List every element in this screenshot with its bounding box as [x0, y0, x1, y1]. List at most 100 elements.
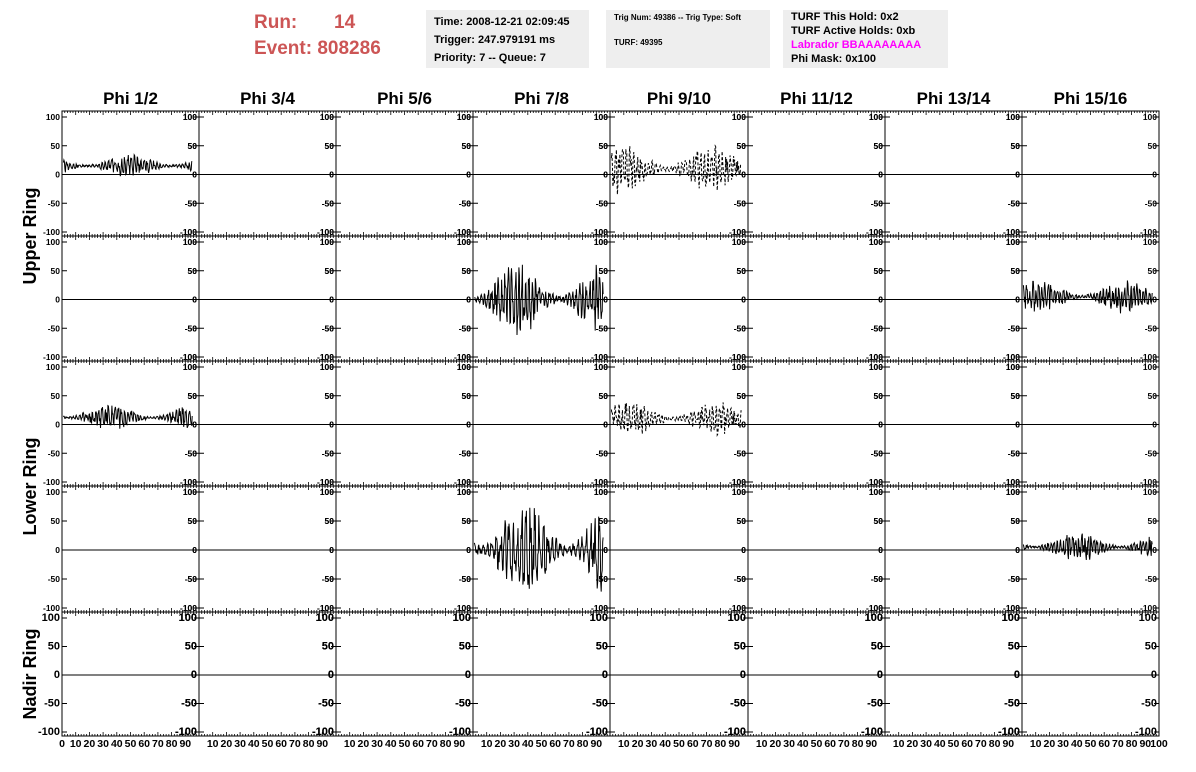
y-tick-label: -100 — [180, 477, 197, 487]
y-tick-label: 0 — [192, 295, 197, 305]
y-tick-label: 100 — [457, 362, 471, 372]
y-tick-label: 50 — [325, 391, 335, 401]
y-tick-label: 0 — [602, 669, 608, 681]
y-tick-label: -50 — [185, 448, 198, 458]
y-tick-label: 0 — [603, 170, 608, 180]
y-tick-label: -50 — [734, 323, 747, 333]
y-tick-label: -100 — [180, 477, 197, 487]
y-tick-label: 50 — [51, 391, 61, 401]
y-tick-label: -50 — [1004, 698, 1020, 710]
y-tick-label: -50 — [1145, 448, 1158, 458]
y-tick-label: 50 — [871, 641, 883, 653]
y-tick-label: 100 — [869, 237, 883, 247]
y-tick-label: 100 — [320, 237, 334, 247]
y-tick-label: 100 — [594, 237, 608, 247]
subplot-frame — [747, 235, 886, 362]
subplot-frame — [609, 611, 749, 737]
subplot-frame — [472, 110, 611, 237]
y-tick-label: -100 — [729, 603, 746, 613]
y-tick-label: -50 — [455, 698, 471, 710]
y-tick-label: 50 — [737, 266, 747, 276]
y-tick-label: 100 — [46, 487, 60, 497]
y-tick-label: 100 — [728, 612, 746, 624]
y-tick-label: 0 — [878, 295, 883, 305]
y-tick-label: 100 — [1143, 112, 1157, 122]
y-tick-label: 100 — [869, 362, 883, 372]
y-tick-label: 50 — [874, 141, 884, 151]
y-tick-label: -50 — [185, 574, 198, 584]
y-tick-label: 50 — [874, 391, 884, 401]
y-tick-label: 100 — [594, 112, 608, 122]
y-tick-label: -100 — [1003, 477, 1020, 487]
y-tick-label: 100 — [594, 487, 608, 497]
y-tick-label: 0 — [603, 545, 608, 555]
y-tick-label: 50 — [1011, 141, 1021, 151]
y-tick-label: -50 — [459, 448, 472, 458]
y-tick-label: 0 — [329, 420, 334, 430]
subplot-frame — [747, 360, 886, 487]
y-tick-label: -50 — [871, 198, 884, 208]
y-tick-label: 50 — [322, 641, 334, 653]
y-tick-label: -50 — [871, 198, 884, 208]
turf-active-holds-text: TURF Active Holds: 0xb — [791, 25, 916, 37]
subplot-frame — [472, 611, 611, 737]
y-tick-label: -50 — [322, 448, 335, 458]
turf-this-hold-text: TURF This Hold: 0x2 — [791, 11, 899, 23]
y-tick-label: 50 — [462, 141, 472, 151]
y-tick-label: -100 — [449, 726, 471, 738]
subplot-frame — [335, 110, 474, 237]
y-tick-label: -100 — [729, 227, 746, 237]
y-tick-label: 100 — [590, 612, 608, 624]
y-tick-label: 100 — [453, 612, 471, 624]
trigger-text: Trigger: 247.979191 ms — [434, 34, 556, 46]
y-tick-label: -50 — [459, 323, 472, 333]
y-tick-label: 100 — [320, 237, 334, 247]
y-tick-label: -50 — [592, 698, 608, 710]
y-tick-label: 0 — [191, 669, 197, 681]
y-tick-label: -100 — [1135, 726, 1157, 738]
y-tick-label: -100 — [175, 726, 197, 738]
y-tick-label: 0 — [602, 669, 608, 681]
y-tick-label: 100 — [1002, 612, 1020, 624]
y-tick-label: -50 — [185, 323, 198, 333]
y-tick-label: -100 — [454, 477, 471, 487]
y-tick-label: 0 — [1015, 295, 1020, 305]
y-tick-label: 50 — [874, 141, 884, 151]
y-tick-label: -50 — [871, 448, 884, 458]
y-tick-label: 0 — [466, 545, 471, 555]
y-tick-label: 100 — [732, 237, 746, 247]
y-tick-label: -50 — [459, 448, 472, 458]
y-tick-label: 50 — [462, 391, 472, 401]
y-tick-label: 50 — [599, 391, 609, 401]
y-tick-label: -50 — [185, 323, 198, 333]
y-tick-label: -50 — [734, 323, 747, 333]
y-tick-label: -100 — [586, 726, 608, 738]
y-tick-label: -50 — [871, 323, 884, 333]
y-tick-label: 100 — [1006, 487, 1020, 497]
y-tick-label: -50 — [185, 448, 198, 458]
y-tick-label: 50 — [737, 141, 747, 151]
y-tick-label: -50 — [871, 574, 884, 584]
y-tick-label: 50 — [1148, 266, 1158, 276]
y-tick-label: 50 — [599, 266, 609, 276]
y-tick-label: -50 — [734, 448, 747, 458]
y-tick-label: -50 — [1004, 698, 1020, 710]
x-tick-label: 30 — [97, 738, 109, 750]
ring-label: Nadir Ring — [20, 628, 40, 719]
subplot-frame — [1021, 611, 1160, 737]
ring-label: Lower Ring — [20, 438, 40, 536]
subplot-frame — [335, 611, 474, 737]
y-tick-label: 50 — [188, 266, 198, 276]
column-header: Phi 3/4 — [240, 89, 295, 108]
y-tick-label: 50 — [737, 516, 747, 526]
y-tick-label: 100 — [594, 362, 608, 372]
y-tick-label: 50 — [48, 641, 60, 653]
y-tick-label: 50 — [462, 516, 472, 526]
x-tick-label: 80 — [166, 738, 178, 750]
y-tick-label: 0 — [192, 420, 197, 430]
y-tick-label: 50 — [325, 266, 335, 276]
y-tick-label: -50 — [596, 448, 609, 458]
ring-label: Upper Ring — [20, 188, 40, 285]
y-tick-label: 100 — [320, 487, 334, 497]
y-tick-label: -50 — [322, 323, 335, 333]
